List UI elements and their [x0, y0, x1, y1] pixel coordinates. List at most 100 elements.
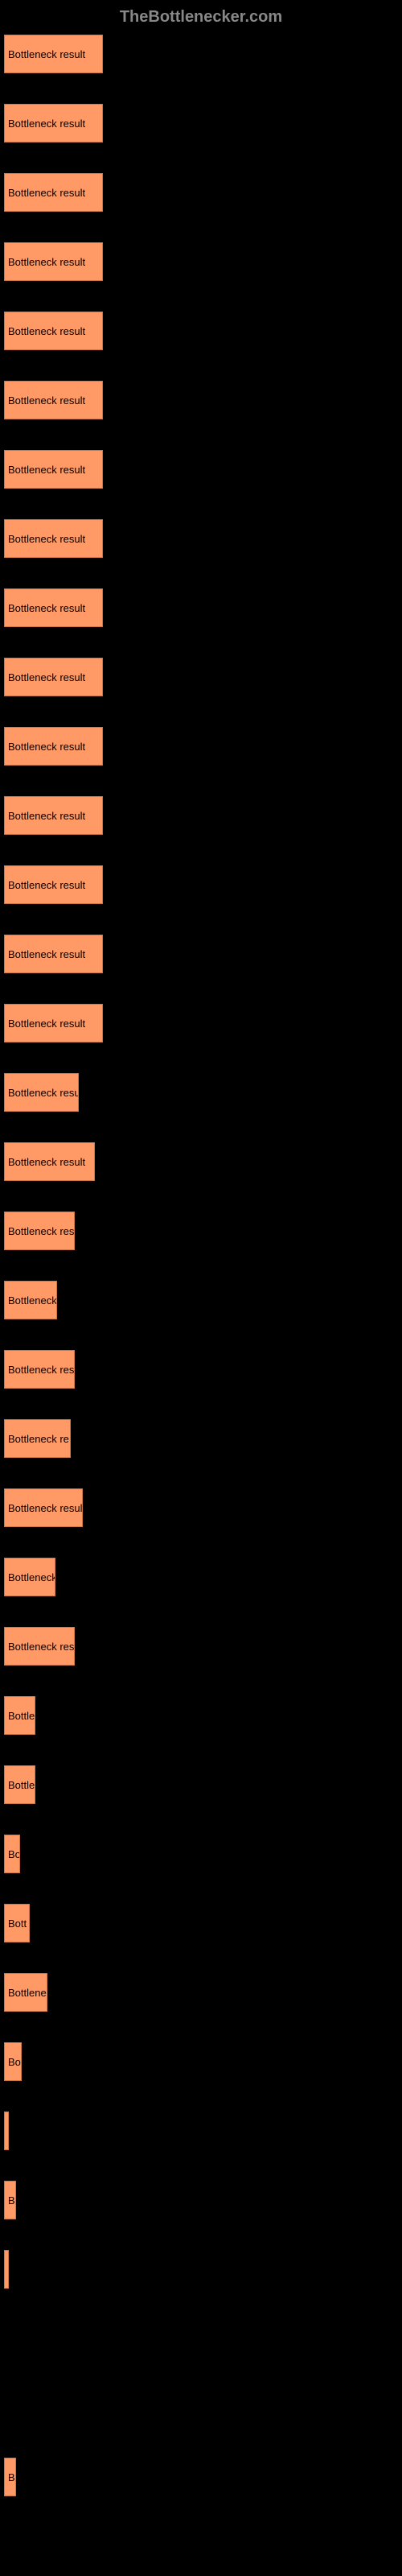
bar-label: Bottleneck result: [8, 325, 85, 337]
bar: Bottleneck result: [4, 173, 103, 212]
bar-label: Bottleneck result: [8, 187, 85, 199]
bar: Bottleneck result: [4, 727, 103, 766]
bar: Bottleneck result: [4, 1004, 103, 1042]
bar-label: Bottleneck result: [8, 118, 85, 130]
bar-label: Bottleneck result: [8, 602, 85, 614]
bar: Bottleneck result: [4, 935, 103, 973]
bar: Bo: [4, 1835, 20, 1873]
bar-row: Bott: [4, 1904, 398, 1942]
bar-label: Bottleneck result: [8, 464, 85, 476]
bar-label: Bott: [8, 1918, 27, 1930]
bar-label: B: [8, 2471, 15, 2483]
bar-row: Bottleneck resu: [4, 1073, 398, 1112]
bar-label: Bottleneck result: [8, 1018, 85, 1030]
bar-label: Bottleneck: [8, 1571, 55, 1583]
bar: Bottleneck result: [4, 1142, 95, 1181]
bar-row: [4, 2388, 398, 2427]
bar: B: [4, 2458, 16, 2496]
bar-row: [4, 2250, 398, 2289]
bar-label: B: [8, 2194, 15, 2207]
bar-row: Bottleneck result: [4, 519, 398, 558]
bar-row: Bottleneck result: [4, 312, 398, 350]
bar-label: Bottleneck: [8, 1294, 57, 1307]
bar-label: Bo: [8, 1848, 20, 1860]
bar-label: Bottle: [8, 1710, 35, 1722]
bar: Bottleneck resul: [4, 1488, 83, 1527]
bar-label: Bottleneck res: [8, 1364, 74, 1376]
bar: Bottleneck re: [4, 1419, 71, 1458]
bar-row: B: [4, 2181, 398, 2219]
bar-row: Bottlene: [4, 1973, 398, 2012]
bar-row: Bo: [4, 1835, 398, 1873]
bar: Bottleneck resu: [4, 1073, 79, 1112]
bar-row: Bottleneck result: [4, 173, 398, 212]
bar-row: Bottleneck: [4, 1558, 398, 1596]
bar: Bottleneck result: [4, 796, 103, 835]
bar-row: Bottleneck res: [4, 1627, 398, 1666]
bar: Bottleneck res: [4, 1350, 75, 1389]
bar: Bottleneck result: [4, 242, 103, 281]
bar: [4, 2112, 9, 2150]
bar-row: Bottleneck res: [4, 1350, 398, 1389]
bar: Bottleneck result: [4, 658, 103, 696]
bar-label: Bottleneck res: [8, 1225, 74, 1237]
site-title: TheBottlenecker.com: [120, 8, 282, 26]
bar: Bottle: [4, 1765, 35, 1804]
bar: Bottleneck result: [4, 519, 103, 558]
bar: Bottleneck: [4, 1558, 55, 1596]
bar-label: Bottleneck result: [8, 48, 85, 60]
bar-row: Bottleneck res: [4, 1212, 398, 1250]
bar-label: Bottleneck res: [8, 1641, 74, 1653]
bar-row: Bottleneck: [4, 1281, 398, 1319]
bar: [4, 2250, 9, 2289]
bar-row: Bottleneck result: [4, 1004, 398, 1042]
bar-label: Bottleneck result: [8, 741, 85, 753]
chart-container: Bottleneck result Bottleneck result Bottle…: [0, 35, 402, 2496]
bar: Bottleneck res: [4, 1627, 75, 1666]
bar-row: Bottleneck result: [4, 104, 398, 142]
bar: Bottleneck result: [4, 35, 103, 73]
bar-label: Bottleneck result: [8, 533, 85, 545]
bar: Bottleneck result: [4, 312, 103, 350]
bar: Bottlene: [4, 1973, 47, 2012]
bar-row: Bottle: [4, 1765, 398, 1804]
bar-row: Bottleneck result: [4, 381, 398, 419]
bar-row: [4, 2319, 398, 2358]
bar-row: Bottleneck result: [4, 658, 398, 696]
bar-row: Bottleneck result: [4, 796, 398, 835]
bar: Bottleneck result: [4, 104, 103, 142]
bar-row: Bottleneck result: [4, 935, 398, 973]
bar-label: Bottleneck resul: [8, 1502, 83, 1514]
bar-label: Bottlene: [8, 1987, 47, 1999]
bar-row: [4, 2112, 398, 2150]
bar: Bottleneck result: [4, 588, 103, 627]
bar-row: Bottleneck result: [4, 450, 398, 489]
bar-row: Bottleneck result: [4, 865, 398, 904]
bar-row: Bottleneck result: [4, 242, 398, 281]
bar: B: [4, 2181, 16, 2219]
bar-label: Bottleneck result: [8, 256, 85, 268]
bar-row: Bo: [4, 2042, 398, 2081]
bar: Bottleneck res: [4, 1212, 75, 1250]
bar-label: Bottleneck result: [8, 1156, 85, 1168]
bar-label: Bottleneck result: [8, 810, 85, 822]
bar: Bottleneck result: [4, 865, 103, 904]
bar: Bott: [4, 1904, 30, 1942]
bar: Bottle: [4, 1696, 35, 1735]
bar-label: Bo: [8, 2056, 21, 2068]
bar-row: Bottleneck result: [4, 588, 398, 627]
bar-label: Bottleneck resu: [8, 1087, 79, 1099]
header: TheBottlenecker.com: [0, 0, 402, 35]
bar-label: Bottleneck result: [8, 671, 85, 683]
bar-row: Bottle: [4, 1696, 398, 1735]
bar-row: Bottleneck resul: [4, 1488, 398, 1527]
bar-label: Bottleneck result: [8, 879, 85, 891]
bar: Bo: [4, 2042, 22, 2081]
bar-row: Bottleneck re: [4, 1419, 398, 1458]
bar-label: Bottleneck result: [8, 394, 85, 407]
bar-label: Bottleneck re: [8, 1433, 69, 1445]
bar-row: B: [4, 2458, 398, 2496]
bar: Bottleneck result: [4, 450, 103, 489]
bar-label: Bottle: [8, 1779, 35, 1791]
bar-row: Bottleneck result: [4, 727, 398, 766]
